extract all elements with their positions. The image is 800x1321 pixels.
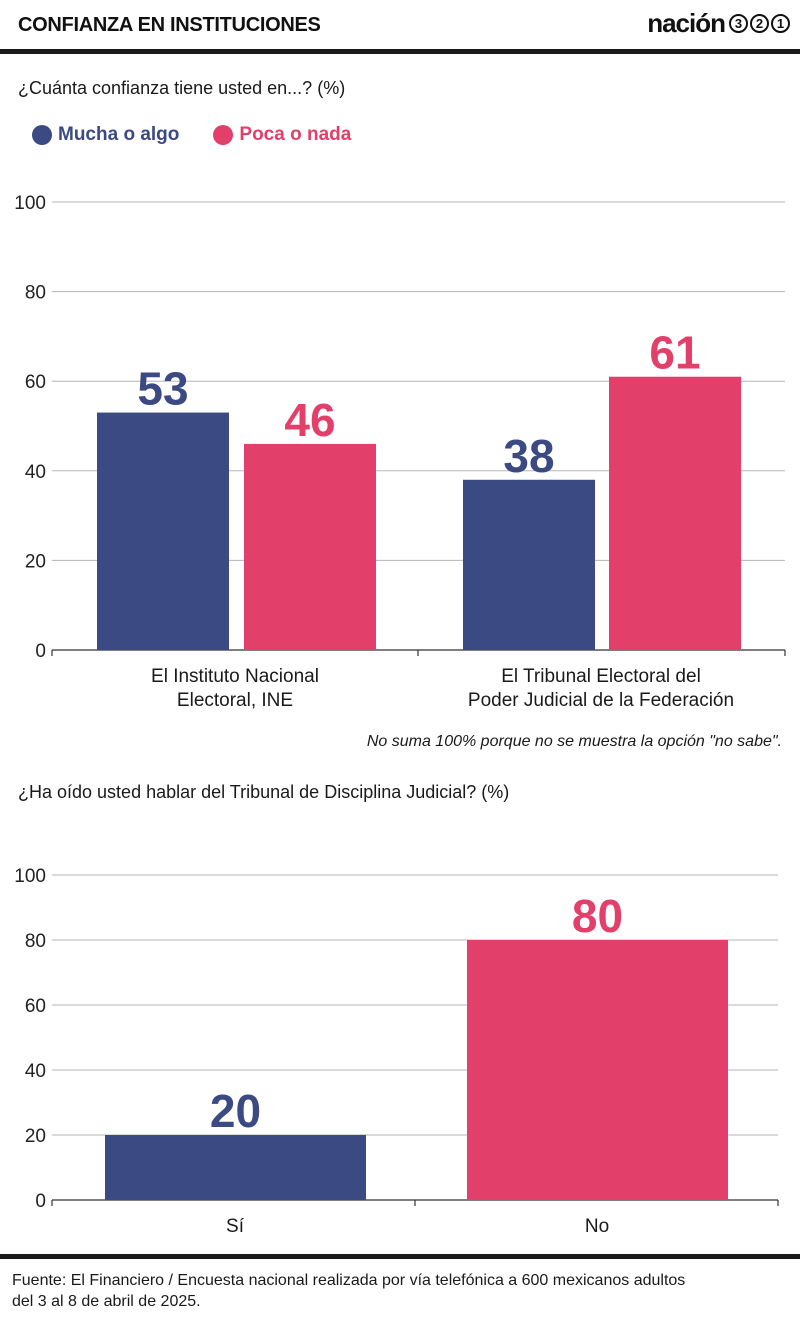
header-rule	[0, 49, 800, 54]
brand-badge: 1	[771, 14, 790, 33]
data-label: 53	[137, 363, 188, 415]
y-tick-label: 20	[25, 551, 46, 572]
chart1-question: ¿Cuánta confianza tiene usted en...? (%)	[18, 78, 346, 98]
footer-line: Fuente: El Financiero / Encuesta naciona…	[12, 1272, 686, 1289]
footer-source: Fuente: El Financiero / Encuesta naciona…	[12, 1270, 782, 1312]
heard-bar-chart: 0 20 40 60 80 100 20 Sí 80 No	[14, 866, 779, 1237]
data-label: 38	[503, 430, 554, 482]
bar	[105, 1135, 366, 1200]
chart1-note: No suma 100% porque no se muestra la opc…	[366, 733, 782, 750]
legend-dot-icon	[32, 125, 52, 145]
legend-label: Mucha o algo	[58, 124, 180, 145]
y-tick-label: 0	[35, 641, 46, 662]
footer-line: del 3 al 8 de abril de 2025.	[12, 1293, 201, 1310]
bar	[467, 940, 728, 1200]
data-label: 80	[572, 890, 623, 942]
legend-label: Poca o nada	[239, 124, 352, 145]
legend: Mucha o algo Poca o nada	[32, 124, 385, 146]
page-title: CONFIANZA EN INSTITUCIONES	[18, 14, 321, 36]
category-label: El Instituto Nacional	[151, 666, 319, 687]
data-label: 46	[284, 394, 335, 446]
brand-badge: 2	[750, 14, 769, 33]
bar	[244, 443, 376, 650]
y-tick-label: 40	[25, 462, 46, 483]
brand-badge: 3	[729, 14, 748, 33]
category-label: El Tribunal Electoral del	[501, 666, 701, 687]
y-tick-label: 60	[25, 996, 46, 1017]
y-tick-label: 80	[25, 283, 46, 304]
y-tick-label: 60	[25, 372, 46, 393]
brand-word: nación	[647, 8, 726, 38]
brand-logo: nación 3 2 1	[647, 8, 790, 39]
data-label: 20	[210, 1085, 261, 1137]
y-tick-label: 100	[14, 193, 46, 214]
y-tick-label: 20	[25, 1126, 46, 1147]
header: CONFIANZA EN INSTITUCIONES nación 3 2 1	[0, 0, 800, 54]
footer-rule	[0, 1254, 800, 1259]
y-tick-label: 80	[25, 931, 46, 952]
chart2-question: ¿Ha oído usted hablar del Tribunal de Di…	[18, 782, 510, 802]
y-tick-label: 40	[25, 1061, 46, 1082]
y-tick-label: 0	[35, 1191, 46, 1212]
legend-item-poca: Poca o nada	[213, 124, 351, 146]
bar	[463, 479, 595, 650]
legend-item-mucha: Mucha o algo	[32, 124, 179, 146]
category-label: No	[585, 1216, 609, 1237]
bar	[97, 412, 229, 650]
confidence-bar-chart: 0 20 40 60 80 100 53 46 El Instituto Nacional Ele…	[14, 193, 786, 711]
category-label: Sí	[226, 1216, 245, 1237]
y-tick-label: 100	[14, 866, 46, 887]
category-label: Electoral, INE	[177, 690, 293, 711]
data-label: 61	[649, 327, 700, 379]
category-label: Poder Judicial de la Federación	[468, 690, 734, 711]
legend-dot-icon	[213, 125, 234, 145]
bar	[609, 376, 741, 650]
